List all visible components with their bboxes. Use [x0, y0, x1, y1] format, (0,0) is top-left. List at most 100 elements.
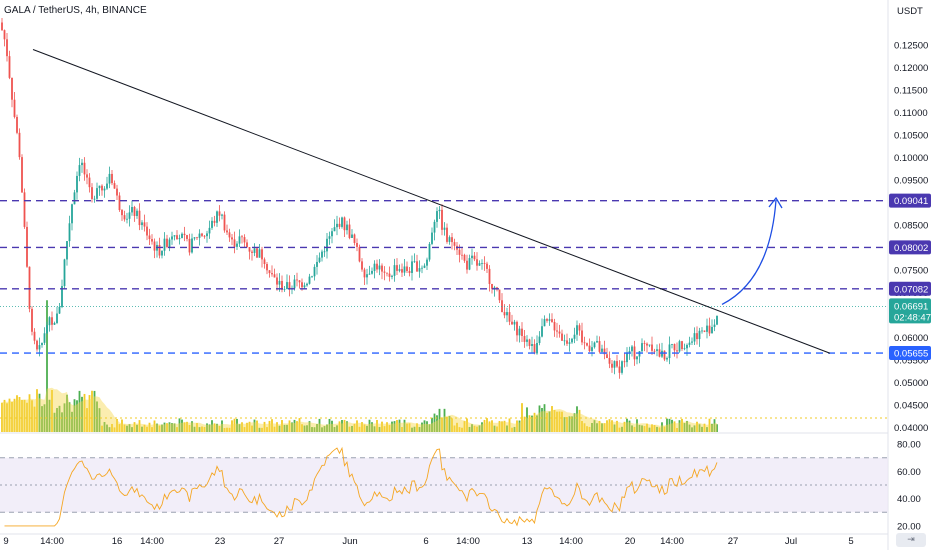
candle: [258, 249, 261, 258]
volume-bar: [316, 423, 318, 432]
volume-bar: [181, 419, 183, 432]
candle: [531, 344, 533, 346]
candle: [541, 326, 543, 337]
candle: [121, 210, 123, 216]
candle: [148, 235, 151, 240]
candle: [141, 222, 143, 226]
price-tick-label: 0.10500: [894, 131, 928, 142]
volume-bar: [598, 420, 601, 432]
volume-bar: [318, 418, 321, 432]
volume-bar: [243, 427, 246, 432]
price-level-tag: [889, 346, 931, 361]
volume-bar: [483, 419, 486, 432]
volume-bar: [283, 424, 286, 432]
candle: [416, 261, 418, 272]
candle: [566, 340, 568, 344]
price-tick-label: 0.12000: [894, 63, 928, 74]
candle: [341, 217, 343, 227]
time-tick-label: 14:00: [660, 536, 684, 547]
volume-bar: [236, 418, 238, 432]
candle: [476, 259, 478, 266]
volume-bar: [578, 409, 581, 432]
volume-bar: [53, 412, 56, 432]
candle: [8, 56, 11, 78]
candle: [511, 321, 513, 325]
volume-bar: [68, 402, 71, 432]
volume-bar: [673, 421, 676, 432]
candle: [681, 341, 683, 350]
volume-bar: [371, 422, 373, 432]
volume-bar: [46, 300, 48, 432]
candle: [708, 325, 711, 334]
candle: [268, 270, 271, 274]
volume-bar: [88, 395, 91, 432]
candle: [561, 333, 563, 341]
candle: [3, 30, 6, 40]
rsi-line: [4, 446, 718, 527]
volume-bar: [256, 420, 258, 432]
candle: [413, 261, 416, 263]
volume-bar: [26, 402, 28, 432]
volume-bar: [611, 420, 613, 432]
volume-bar: [176, 427, 178, 432]
volume-bar: [276, 422, 278, 432]
volume-bar: [248, 421, 251, 432]
volume-bar: [361, 422, 363, 432]
volume-bar: [171, 423, 173, 432]
projection-arrow[interactable]: [721, 199, 777, 305]
trend-line[interactable]: [32, 49, 831, 354]
volume-bar: [641, 425, 643, 432]
volume-bar: [43, 404, 46, 432]
candle: [678, 341, 681, 352]
volume-bar: [441, 417, 443, 432]
candle: [308, 276, 311, 284]
candle: [481, 263, 483, 264]
candle: [436, 211, 438, 222]
candle: [218, 211, 221, 216]
volume-bar: [363, 424, 366, 432]
volume-bar: [551, 406, 553, 432]
volume-bar: [173, 423, 176, 432]
candle: [638, 351, 641, 357]
candle: [293, 279, 296, 289]
volume-bar: [513, 426, 516, 432]
volume-bar: [51, 390, 53, 432]
volume-bar: [13, 398, 16, 432]
volume-bar: [221, 420, 223, 432]
price-tick-label: 0.04500: [894, 401, 928, 412]
volume-bar: [681, 418, 683, 432]
go-to-realtime-button[interactable]: ⇥: [896, 533, 926, 547]
price-tick-label: 0.12500: [894, 41, 928, 52]
volume-bar: [96, 401, 98, 432]
volume-bar: [668, 418, 671, 432]
candle: [663, 350, 666, 360]
volume-bar: [358, 426, 361, 432]
price-tick-label: 0.08500: [894, 221, 928, 232]
volume-bar: [61, 412, 63, 432]
candle: [248, 247, 251, 252]
volume-bar: [418, 427, 421, 432]
volume-bar: [708, 418, 711, 432]
volume-bar: [428, 424, 431, 432]
price-level-tag-label: 0.07082: [894, 284, 928, 295]
volume-bar: [548, 411, 551, 432]
volume-bar: [496, 426, 498, 432]
volume-bar: [306, 425, 308, 432]
candle: [426, 259, 428, 266]
volume-bar: [678, 420, 681, 432]
candle: [486, 263, 488, 269]
volume-bar: [156, 423, 158, 432]
volume-bar: [271, 419, 273, 432]
volume-bar: [291, 422, 293, 432]
volume-bar: [661, 422, 663, 432]
candle: [698, 330, 701, 340]
candle: [306, 283, 308, 286]
volume-bar: [656, 426, 658, 432]
volume-bar: [436, 415, 438, 432]
volume-bar: [48, 399, 51, 432]
volume-bar: [491, 420, 493, 432]
volume-bar: [463, 421, 466, 432]
volume-bar: [503, 420, 506, 432]
candle: [473, 255, 476, 260]
